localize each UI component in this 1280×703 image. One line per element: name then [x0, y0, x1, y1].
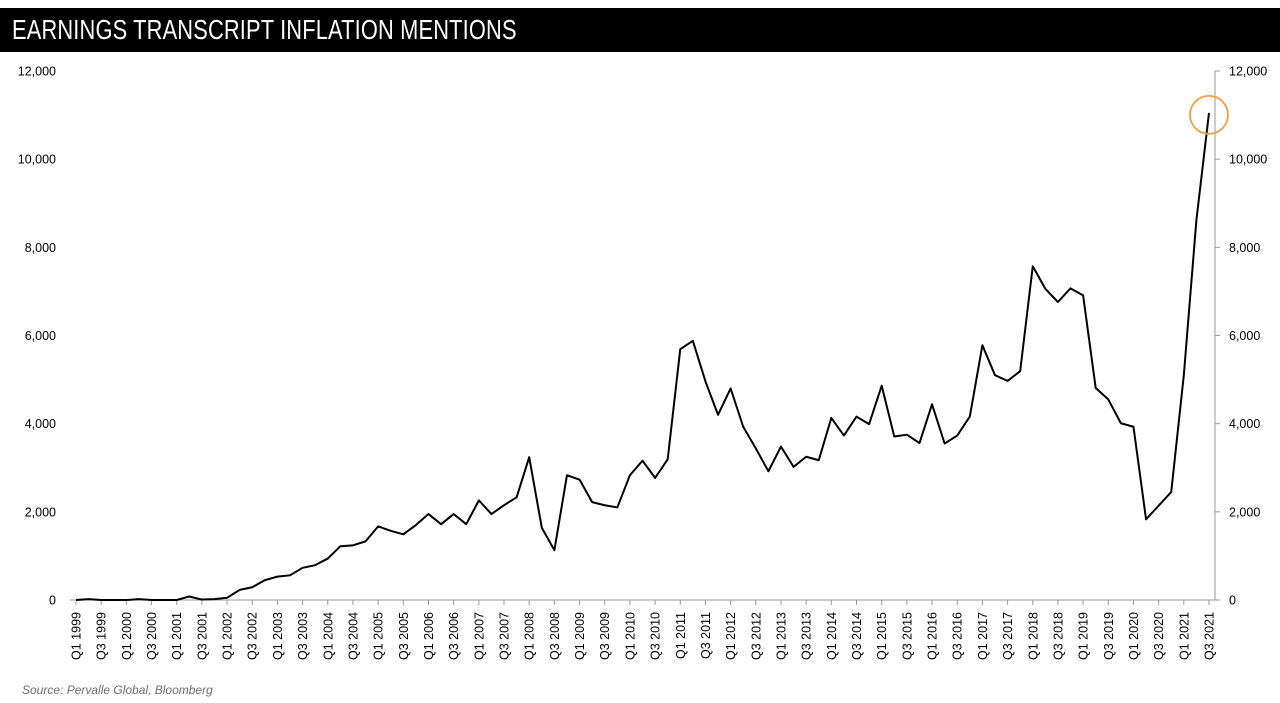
x-tick-label: Q3 2015: [900, 612, 914, 660]
x-tick-label: Q3 2000: [145, 612, 159, 660]
chart-title: EARNINGS TRANSCRIPT INFLATION MENTIONS: [12, 14, 517, 45]
x-tick-label: Q3 2008: [548, 612, 562, 660]
x-tick-label: Q1 2016: [926, 612, 940, 660]
x-tick-label: Q3 2014: [850, 612, 864, 660]
left-y-tick-label: 0: [49, 594, 56, 608]
x-tick-label: Q1 2020: [1127, 612, 1141, 660]
left-y-tick-label: 4,000: [25, 417, 56, 431]
right-y-tick-label: 2,000: [1229, 505, 1260, 519]
x-tick-label: Q3 2021: [1203, 612, 1217, 660]
x-tick-label: Q1 2003: [271, 612, 285, 660]
x-tick-label: Q1 2008: [523, 612, 537, 660]
x-tick-label: Q1 2015: [875, 612, 889, 660]
left-y-tick-label: 10,000: [18, 153, 56, 167]
x-tick-label: Q1 2002: [221, 612, 235, 660]
highlight-circle: [1189, 94, 1229, 135]
x-tick-label: Q1 2007: [472, 612, 486, 660]
source-note: Source: Pervalle Global, Bloomberg: [22, 683, 213, 697]
x-tick-label: Q1 2005: [372, 612, 386, 660]
right-y-tick-label: 0: [1229, 594, 1236, 608]
x-tick-label: Q3 2004: [346, 612, 360, 660]
x-tick-label: Q3 2002: [246, 612, 260, 660]
x-tick-label: Q1 2021: [1177, 612, 1191, 660]
left-y-axis: 0 2,000 4,000 6,000 8,000 10,000 12,000: [18, 65, 56, 608]
x-axis: Q1 1999 Q3 1999 Q1 2000 Q3 2000 Q1 2001 Q3 20…: [70, 599, 1217, 660]
x-tick-label: Q3 2006: [447, 612, 461, 660]
x-tick-label: Q3 2017: [1001, 612, 1015, 660]
x-tick-label: Q1 2009: [573, 612, 587, 660]
x-tick-label: Q1 2011: [674, 612, 688, 659]
left-y-tick-label: 6,000: [25, 329, 56, 343]
x-tick-label: Q1 2006: [422, 612, 436, 660]
x-tick-label: Q3 2013: [800, 612, 814, 660]
x-tick-label: Q1 2019: [1077, 612, 1091, 660]
x-tick-label: Q1 2004: [321, 612, 335, 660]
right-y-tick-label: 12,000: [1229, 65, 1267, 79]
right-y-tick-label: 6,000: [1229, 329, 1260, 343]
left-y-tick-label: 8,000: [25, 241, 56, 255]
x-tick-label: Q3 2018: [1051, 612, 1065, 660]
right-y-axis: 0 2,000 4,000 6,000 8,000 10,000 12,000: [1214, 65, 1267, 608]
x-tick-label: Q1 2001: [170, 612, 184, 660]
left-y-tick-label: 2,000: [25, 505, 56, 519]
right-y-tick-label: 8,000: [1229, 241, 1260, 255]
x-tick-label: Q3 2005: [397, 612, 411, 660]
data-points: [75, 112, 1210, 601]
x-tick-label: Q1 1999: [70, 612, 84, 660]
right-y-tick-label: 4,000: [1229, 417, 1260, 431]
x-tick-label: Q1 2013: [774, 612, 788, 660]
x-tick-label: Q1 2000: [120, 612, 134, 660]
x-tick-label: Q3 2011: [699, 612, 713, 659]
left-y-tick-label: 12,000: [18, 65, 56, 79]
x-tick-label: Q1 2017: [976, 612, 990, 660]
x-tick-label: Q1 2010: [623, 612, 637, 660]
x-tick-label: Q3 2007: [498, 612, 512, 660]
x-tick-label: Q3 2020: [1152, 612, 1166, 660]
title-bar: EARNINGS TRANSCRIPT INFLATION MENTIONS: [0, 8, 1280, 52]
x-tick-label: Q3 2001: [195, 612, 209, 660]
x-tick-label: Q1 2012: [724, 612, 738, 660]
x-tick-label: Q3 2016: [951, 612, 965, 660]
x-tick-label: Q3 2012: [749, 612, 763, 660]
x-tick-label: Q1 2018: [1026, 612, 1040, 660]
right-y-tick-label: 10,000: [1229, 153, 1267, 167]
x-tick-label: Q3 2009: [598, 612, 612, 660]
x-tick-label: Q3 2019: [1102, 612, 1116, 660]
x-tick-label: Q3 2003: [296, 612, 310, 660]
x-tick-label: Q3 1999: [95, 612, 109, 660]
x-tick-label: Q3 2010: [649, 612, 663, 660]
x-tick-label: Q1 2014: [825, 612, 839, 660]
series-line: [75, 112, 1210, 601]
